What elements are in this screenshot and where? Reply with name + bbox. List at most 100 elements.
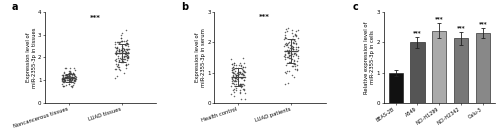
Point (70, 69, 78, 71)
Point (240, 70, 248, 72)
Point (293, 69, 301, 71)
Point (232, 85, 239, 87)
Point (70, 74, 78, 76)
Point (292, 48, 300, 50)
Point (116, 57, 124, 59)
Point (232, 74, 240, 76)
Point (236, 92, 244, 94)
Point (118, 56, 126, 58)
Point (70, 73, 78, 75)
Point (290, 40, 298, 42)
Point (122, 47, 130, 50)
Point (118, 57, 126, 59)
Point (112, 50, 120, 52)
Point (66, 78, 74, 80)
Point (292, 34, 300, 37)
Point (70, 76, 78, 78)
Point (286, 44, 294, 46)
Point (124, 48, 132, 50)
Point (58, 80, 66, 82)
Point (228, 67, 236, 69)
Point (228, 58, 235, 60)
Point (229, 74, 237, 76)
Point (240, 89, 248, 91)
Point (66, 83, 74, 85)
Point (228, 85, 235, 87)
Point (64, 76, 72, 79)
Point (121, 44, 129, 46)
Point (120, 72, 128, 74)
Point (294, 46, 302, 48)
Point (236, 72, 244, 74)
Point (113, 41, 121, 43)
Text: ***: *** (90, 15, 101, 21)
Point (120, 56, 128, 58)
Point (284, 52, 292, 54)
Point (236, 62, 244, 64)
Point (61, 79, 69, 81)
Point (291, 52, 299, 54)
Point (65, 77, 73, 79)
Point (113, 47, 121, 49)
Point (228, 68, 236, 71)
Point (290, 65, 298, 67)
Point (280, 37, 288, 39)
Point (111, 68, 119, 70)
Point (281, 53, 289, 55)
Point (230, 62, 238, 64)
Point (232, 83, 240, 85)
Point (111, 77, 119, 79)
Point (294, 55, 302, 57)
Point (228, 71, 235, 73)
Point (70, 77, 78, 79)
Point (59, 85, 67, 87)
Point (69, 81, 77, 83)
Point (122, 67, 130, 69)
Point (122, 64, 130, 67)
Point (62, 78, 70, 80)
Point (285, 51, 293, 53)
Point (60, 78, 68, 80)
Point (58, 78, 66, 80)
Point (65, 72, 73, 74)
Point (66, 73, 74, 75)
Point (115, 50, 123, 52)
Point (120, 48, 128, 50)
Point (230, 71, 237, 73)
Point (228, 82, 236, 84)
Point (284, 41, 292, 43)
Point (290, 39, 298, 41)
Point (72, 78, 80, 80)
Point (67, 76, 75, 78)
Point (292, 43, 300, 45)
Point (118, 40, 126, 42)
Point (59, 77, 67, 79)
Point (64, 81, 72, 83)
Point (229, 72, 237, 74)
Point (121, 58, 129, 61)
Point (236, 89, 244, 91)
Y-axis label: Expression level of
miR-2355-3p in serum: Expression level of miR-2355-3p in serum (195, 28, 206, 87)
Text: b: b (181, 2, 188, 13)
Point (122, 55, 130, 57)
Point (292, 68, 300, 71)
Point (112, 59, 120, 61)
Point (60, 78, 68, 80)
Point (122, 48, 130, 50)
Point (62, 84, 70, 86)
Point (59, 78, 67, 80)
Point (230, 88, 238, 90)
Point (113, 65, 121, 67)
Point (118, 58, 126, 60)
Point (284, 42, 292, 44)
Text: a: a (12, 2, 18, 13)
Point (60, 77, 68, 79)
Point (124, 51, 132, 53)
Point (69, 72, 77, 74)
Point (64, 75, 72, 77)
Point (236, 71, 244, 73)
Point (116, 51, 124, 54)
Point (284, 70, 292, 72)
Point (61, 74, 69, 76)
Point (69, 72, 77, 74)
